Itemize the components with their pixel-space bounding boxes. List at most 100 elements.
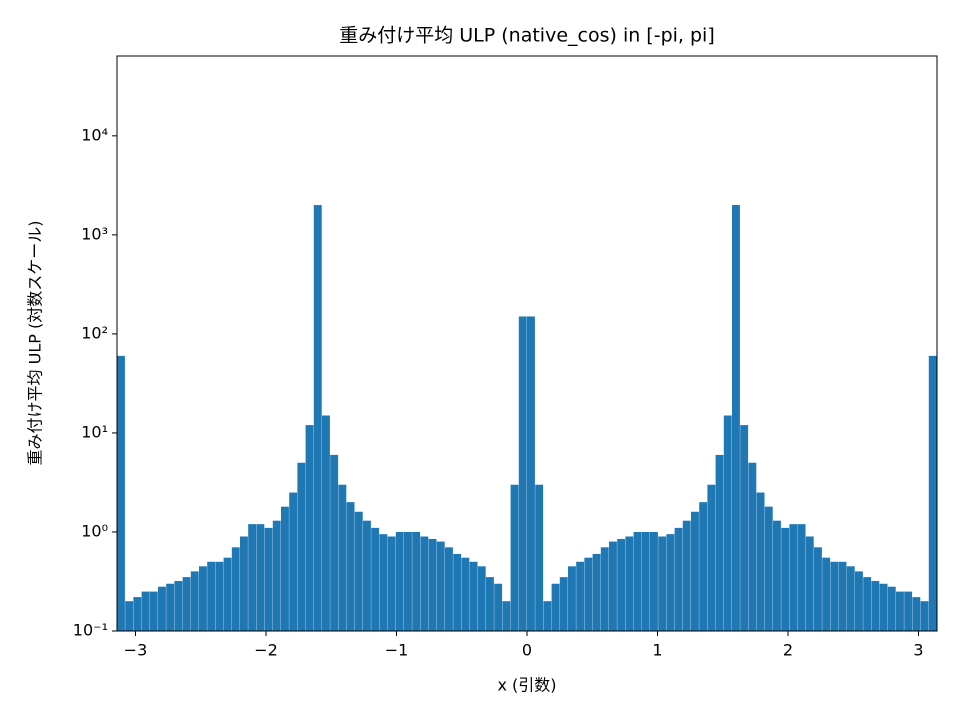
bar [428,538,437,631]
bar [494,583,503,631]
bar [166,583,175,631]
bar [346,502,355,631]
chart-title: 重み付け平均 ULP (native_cos) in [-pi, pi] [339,25,715,47]
bar [895,591,904,631]
bar [330,454,339,631]
bar [707,484,716,631]
bar [871,580,880,631]
bar [387,536,396,631]
bar [928,355,937,631]
bar [297,462,306,631]
bar [125,601,134,631]
bar [198,566,207,631]
bar [813,547,822,631]
bar [658,536,667,631]
bar [781,527,790,631]
x-axis-label: x (引数) [497,676,556,695]
y-axis-label: 重み付け平均 ULP (対数スケール) [26,221,45,466]
bar [133,597,142,631]
bar [313,205,322,631]
bar [592,553,601,631]
bar [682,520,691,631]
bar [715,454,724,631]
bar [403,531,412,631]
bar [748,462,757,631]
bar [256,524,265,631]
bar [608,541,617,631]
bar [280,506,289,631]
bar [518,316,527,631]
bar [420,536,429,631]
bar [322,415,330,631]
bar [855,571,863,631]
bar [617,538,626,631]
bar [453,553,462,631]
x-tick-label: −3 [124,641,148,660]
bar [412,531,421,631]
bar [485,577,494,631]
bar [764,506,773,631]
bar [502,601,511,631]
y-tick-label: 10² [81,323,108,342]
bar [756,492,765,631]
bar [666,534,675,631]
bar [633,531,642,631]
bar [395,531,404,631]
bar [527,316,535,631]
bar [740,425,749,631]
x-tick-label: −2 [254,641,278,660]
bar [141,591,150,631]
bar [805,536,814,631]
bar [838,561,847,631]
bar [732,205,740,631]
bar [436,541,445,631]
bar [445,547,453,631]
bar [887,586,896,631]
bar [879,583,888,631]
bar [215,561,224,631]
bar [723,415,732,631]
bar [543,601,552,631]
x-tick-label: 0 [522,641,532,660]
bar [690,511,699,631]
y-tick-label: 10⁰ [81,521,108,540]
bar [699,502,708,631]
bar [568,566,576,631]
bar [477,566,486,631]
bar [207,561,216,631]
bar [338,484,347,631]
bar [223,557,232,631]
bar [363,520,371,631]
bar [240,536,248,631]
bar [272,520,281,631]
bar [117,355,125,631]
bar [773,520,781,631]
bar [551,583,560,631]
bar [158,586,166,631]
y-tick-label: 10⁴ [81,125,108,144]
bar [248,524,257,631]
bar [912,597,921,631]
x-tick-label: 3 [913,641,923,660]
bar [641,531,650,631]
bar [576,561,585,631]
bar [904,591,913,631]
bar [535,484,544,631]
bar [371,527,380,631]
y-tick-label: 10⁻¹ [73,621,108,640]
bar [846,566,855,631]
y-tick-label: 10³ [81,224,108,243]
bar [190,571,199,631]
bar [625,536,634,631]
bar [174,580,183,631]
bar [830,561,839,631]
bar [379,534,388,631]
bar [789,524,798,631]
bar [469,561,478,631]
bar [797,524,806,631]
x-tick-label: 1 [652,641,662,660]
x-tick-label: −1 [385,641,409,660]
bar [264,527,273,631]
x-tick-label: 2 [783,641,793,660]
